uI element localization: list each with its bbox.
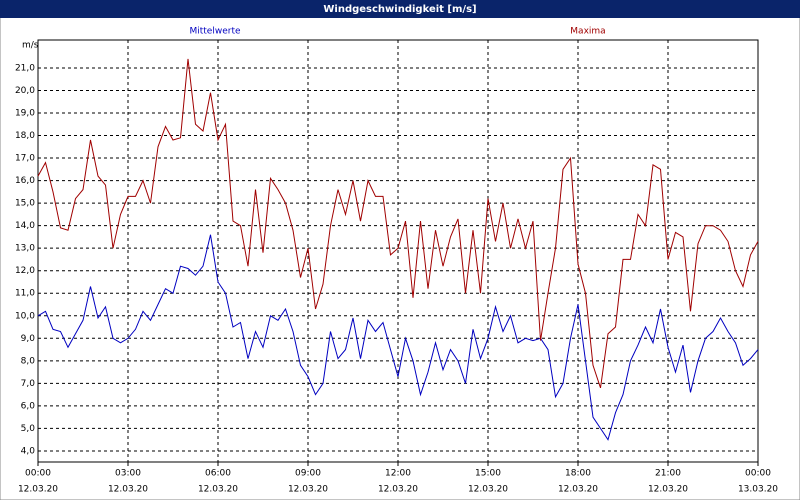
y-tick-label: 16,0 (15, 176, 35, 186)
series-line (37, 234, 759, 441)
y-tick-label: 10,0 (15, 311, 35, 321)
y-tick-label: 17,0 (15, 154, 35, 164)
x-tick-label: 00:00 (745, 469, 771, 479)
chart-title: Windgeschwindigkeit [m/s] (323, 4, 476, 15)
x-tick-date: 12.03.20 (468, 485, 508, 495)
y-tick-label: 4,0 (21, 446, 36, 456)
x-tick-label: 03:00 (115, 469, 141, 479)
y-tick-label: 13,0 (15, 244, 35, 254)
x-tick-label: 12:00 (385, 469, 411, 479)
y-tick-label: 21,0 (15, 63, 35, 73)
x-tick-label: 06:00 (205, 469, 231, 479)
x-tick-label: 21:00 (655, 469, 681, 479)
y-tick-label: 15,0 (15, 199, 35, 209)
y-axis-label: m/s (22, 41, 39, 51)
y-tick-label: 7,0 (21, 379, 36, 389)
y-tick-label: 11,0 (15, 289, 35, 299)
y-tick-label: 12,0 (15, 266, 35, 276)
x-tick-date: 12.03.20 (198, 485, 238, 495)
x-tick-label: 00:00 (25, 469, 51, 479)
legend-label: Mittelwerte (189, 27, 240, 37)
x-tick-date: 13.03.20 (738, 485, 778, 495)
x-tick-label: 09:00 (295, 469, 321, 479)
y-tick-label: 14,0 (15, 221, 35, 231)
x-tick-date: 12.03.20 (378, 485, 418, 495)
title-bar (0, 0, 800, 18)
x-tick-label: 15:00 (475, 469, 501, 479)
x-tick-date: 12.03.20 (288, 485, 328, 495)
x-tick-date: 12.03.20 (558, 485, 598, 495)
y-tick-label: 19,0 (15, 108, 35, 118)
series-line (37, 58, 759, 389)
y-tick-label: 18,0 (15, 131, 35, 141)
y-tick-label: 20,0 (15, 86, 35, 96)
x-tick-label: 18:00 (565, 469, 591, 479)
y-tick-label: 5,0 (21, 424, 36, 434)
x-tick-date: 12.03.20 (108, 485, 148, 495)
x-tick-date: 12.03.20 (648, 485, 688, 495)
y-tick-label: 6,0 (21, 401, 36, 411)
y-tick-label: 9,0 (21, 334, 36, 344)
x-tick-date: 12.03.20 (18, 485, 58, 495)
y-tick-label: 8,0 (21, 356, 36, 366)
legend-label: Maxima (570, 27, 605, 37)
